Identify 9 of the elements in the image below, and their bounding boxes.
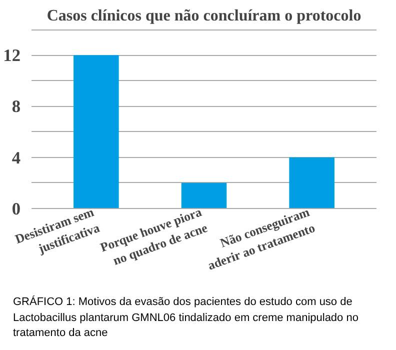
y-tick-label: 0 bbox=[12, 200, 21, 218]
bar bbox=[74, 55, 119, 208]
bar bbox=[289, 157, 334, 208]
bar bbox=[181, 182, 227, 208]
y-tick-label: 8 bbox=[12, 97, 21, 116]
text: GRÁFICO 1: Motivos da evasão dos pacientes do estudo com uso de Lactobacillus plantarum GMNL06 tindalizado em creme manipulado no tratamento da acne bbox=[13, 295, 360, 342]
chart-title: Casos clínicos que não concluíram o protocolo bbox=[46, 8, 362, 24]
y-tick-label: 12 bbox=[3, 46, 20, 66]
y-tick-label: 4 bbox=[12, 148, 21, 168]
